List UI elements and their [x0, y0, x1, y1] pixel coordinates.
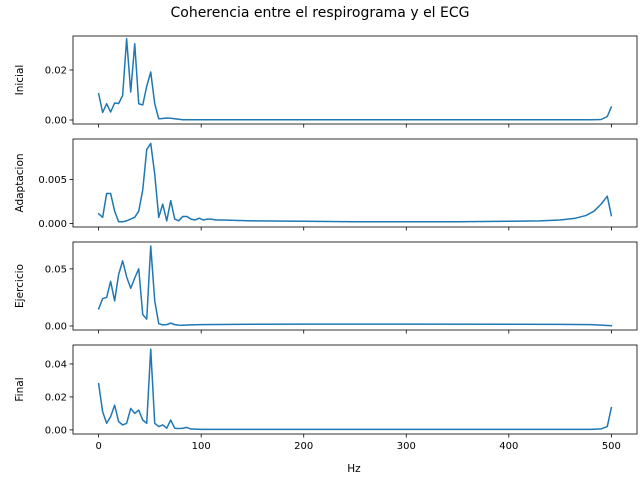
y-tick-label: 0.04: [45, 360, 67, 371]
coherence-series-line: [97, 348, 613, 431]
y-tick-label: 0.00: [45, 116, 67, 127]
x-tick-label: 400: [499, 441, 518, 452]
axes-frame: [72, 344, 638, 435]
subplot-3: 0.00 0.05 Ejercicio: [14, 241, 638, 334]
subplot-2: 0.000 0.005 Adaptacion: [14, 138, 638, 231]
y-axis-label: Ejercicio: [14, 264, 26, 308]
y-tick-label: 0.05: [45, 264, 67, 275]
x-tick-label: 200: [294, 441, 313, 452]
y-tick-label: 0.00: [45, 425, 67, 436]
x-tick-label: 300: [397, 441, 416, 452]
x-tick-label: 0: [95, 441, 101, 452]
y-tick-label: 0.02: [45, 393, 67, 404]
y-tick-label: 0.000: [38, 219, 67, 230]
coherence-series-line: [97, 142, 613, 223]
y-axis-label: Adaptacion: [14, 153, 26, 212]
x-tick-label: 100: [192, 441, 211, 452]
axes-frame: [72, 138, 638, 228]
y-tick-label: 0.02: [45, 66, 67, 77]
coherence-series-line: [97, 245, 613, 327]
axes-frame: [72, 241, 638, 331]
y-tick-label: 0.00: [45, 322, 67, 333]
axes-frame: [72, 35, 638, 125]
x-axis-label: Hz: [347, 463, 361, 475]
y-axis-label: Final: [14, 377, 26, 401]
subplot-4: 0.00 0.02 0.04 0 100 200 300 400 500 Final: [14, 344, 638, 452]
subplot-panels: 0.000.02Inicial0.0000.005Adaptacion0.000…: [14, 35, 638, 452]
subplot-1: 0.00 0.02 Inicial: [14, 35, 638, 128]
y-axis-label: Inicial: [14, 65, 26, 96]
figure-title: Coherencia entre el respirograma y el EC…: [170, 5, 469, 21]
y-tick-label: 0.005: [38, 175, 67, 186]
x-tick-label: 500: [602, 441, 621, 452]
coherence-series-line: [97, 38, 613, 121]
